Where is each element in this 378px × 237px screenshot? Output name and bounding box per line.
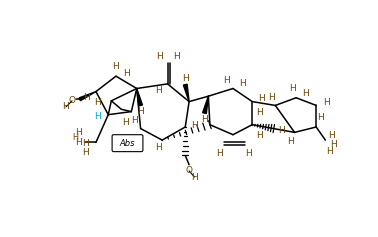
- Text: Abs: Abs: [120, 139, 135, 148]
- Text: H: H: [278, 126, 285, 135]
- Text: H: H: [239, 79, 246, 88]
- Text: H: H: [155, 143, 162, 152]
- FancyBboxPatch shape: [112, 135, 143, 152]
- Text: H: H: [94, 98, 101, 107]
- Text: H: H: [72, 133, 78, 142]
- Text: H: H: [174, 52, 180, 61]
- Text: H: H: [330, 140, 336, 149]
- Text: H: H: [155, 86, 162, 95]
- Text: H: H: [223, 76, 230, 85]
- Text: H: H: [287, 137, 294, 146]
- Text: H: H: [257, 108, 263, 117]
- Text: H: H: [328, 131, 335, 140]
- Text: H: H: [76, 128, 82, 137]
- Text: O: O: [68, 96, 76, 105]
- Text: H: H: [82, 139, 88, 148]
- Polygon shape: [203, 96, 208, 114]
- Text: H: H: [94, 112, 101, 121]
- Text: H: H: [191, 121, 198, 130]
- Text: H: H: [137, 107, 144, 116]
- Text: H: H: [201, 115, 208, 124]
- Text: H: H: [191, 173, 198, 182]
- Text: H: H: [83, 93, 90, 102]
- Polygon shape: [79, 91, 96, 101]
- Text: H: H: [245, 149, 252, 158]
- Text: H: H: [131, 116, 138, 125]
- Text: H: H: [302, 89, 309, 98]
- Text: H: H: [326, 147, 333, 156]
- Text: H: H: [62, 102, 69, 111]
- Text: H: H: [82, 148, 88, 157]
- Text: H: H: [156, 52, 163, 61]
- Polygon shape: [137, 88, 143, 106]
- Text: H: H: [317, 113, 324, 122]
- Text: H: H: [324, 98, 330, 107]
- Polygon shape: [183, 84, 189, 102]
- Text: H: H: [289, 84, 296, 93]
- Text: H: H: [217, 149, 223, 158]
- Text: O: O: [186, 166, 193, 175]
- Text: H: H: [257, 131, 263, 140]
- Text: H: H: [123, 68, 130, 77]
- Text: H: H: [76, 138, 82, 147]
- Text: H: H: [258, 94, 265, 103]
- Text: H: H: [113, 62, 119, 71]
- Text: H: H: [122, 118, 129, 127]
- Text: H: H: [268, 93, 275, 102]
- Text: H: H: [182, 74, 189, 83]
